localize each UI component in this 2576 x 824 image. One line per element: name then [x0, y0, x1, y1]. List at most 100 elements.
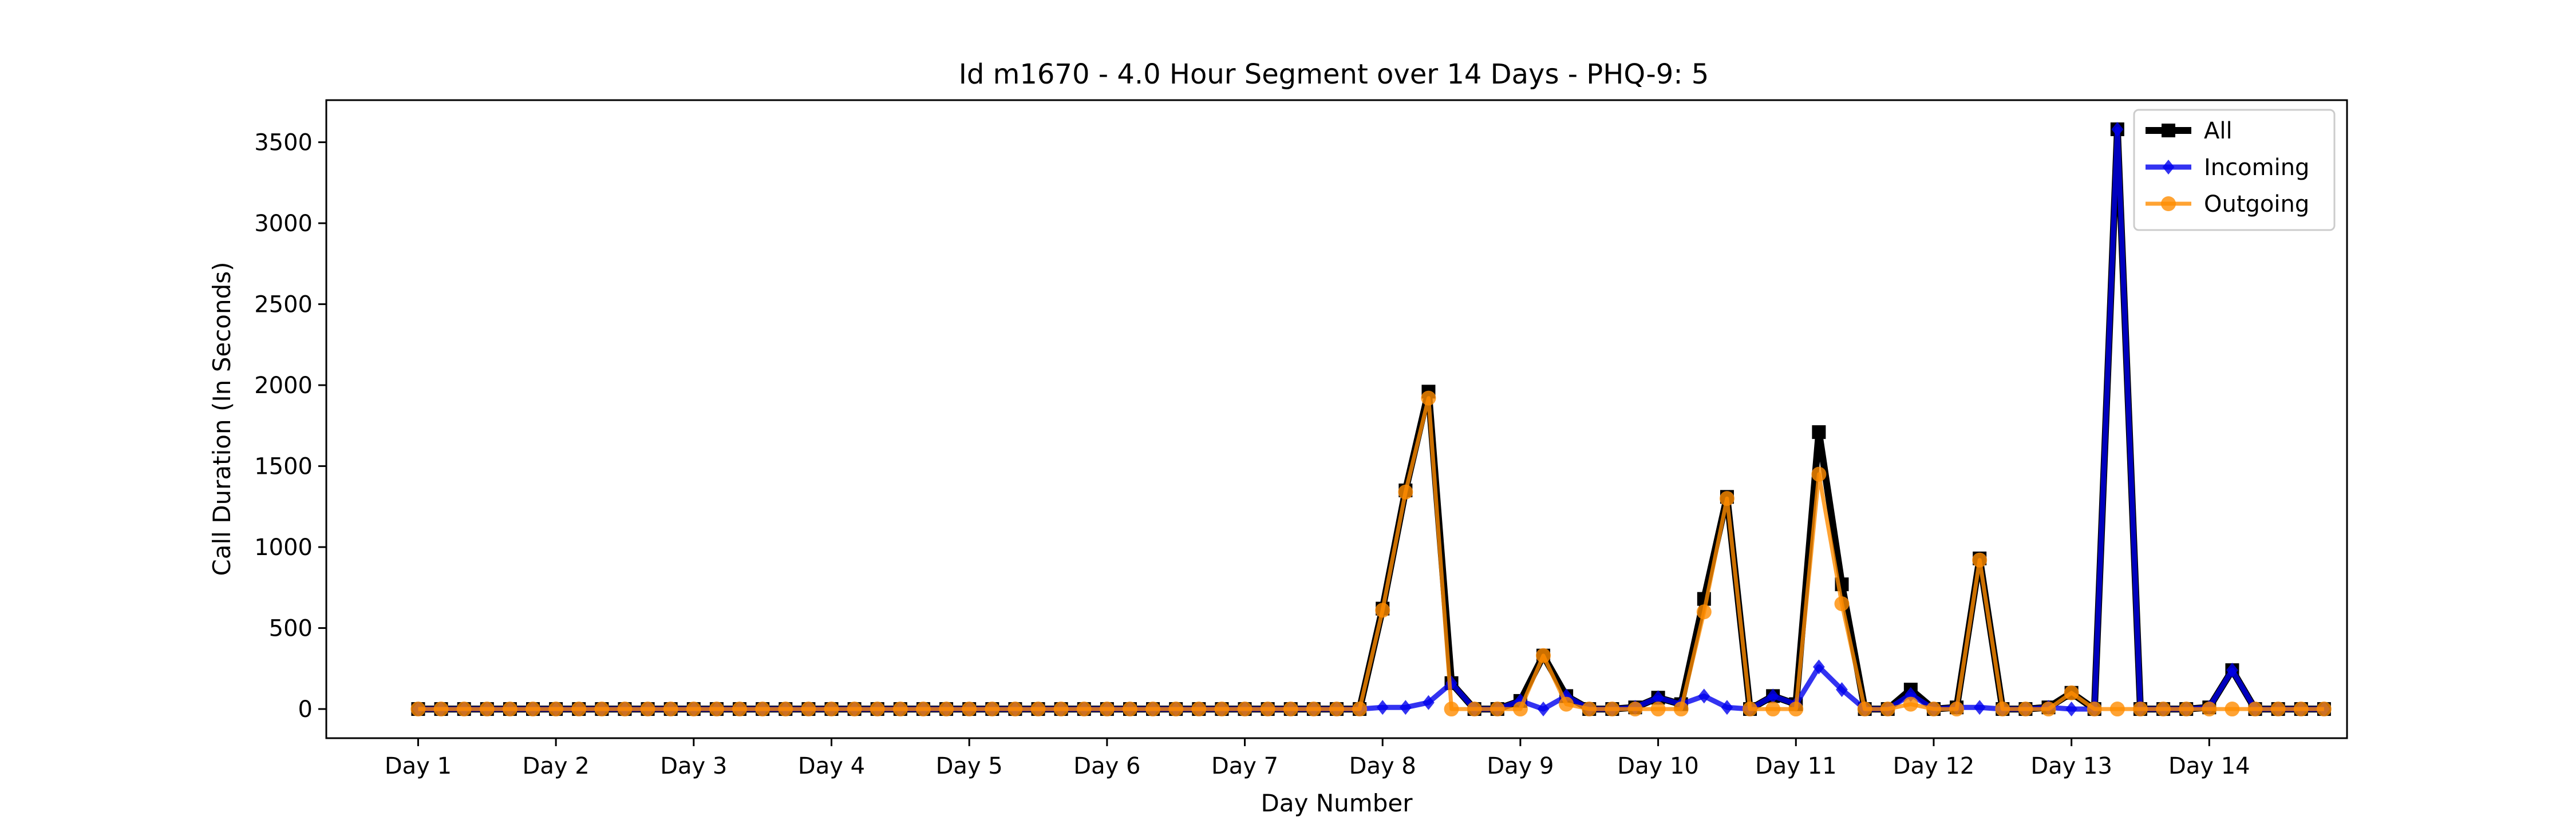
data-point-outgoing — [1719, 491, 1735, 506]
data-point-outgoing — [985, 702, 1000, 717]
data-point-outgoing — [1214, 702, 1230, 717]
data-point-incoming — [2065, 702, 2078, 717]
legend-label: All — [2204, 118, 2233, 144]
data-point-outgoing — [2109, 702, 2125, 717]
data-point-outgoing — [1352, 702, 1368, 717]
data-point-outgoing — [433, 702, 449, 717]
y-tick-label: 500 — [269, 616, 313, 642]
data-point-outgoing — [2316, 702, 2332, 717]
data-point-outgoing — [571, 702, 587, 717]
x-tick-label: Day 13 — [2030, 753, 2112, 779]
series-outgoing — [410, 390, 2332, 717]
data-point-outgoing — [801, 702, 816, 717]
data-point-outgoing — [1512, 702, 1528, 717]
data-point-incoming — [1537, 702, 1550, 717]
legend-entry-all: All — [2146, 118, 2233, 144]
data-point-outgoing — [847, 702, 862, 717]
legend-swatch-marker — [2161, 196, 2176, 211]
data-point-outgoing — [1765, 702, 1781, 717]
plot-frame — [325, 99, 2348, 739]
data-point-incoming — [1836, 682, 1848, 698]
data-point-outgoing — [755, 702, 771, 717]
x-tick-label: Day 4 — [798, 753, 865, 779]
data-point-incoming — [1652, 690, 1664, 706]
data-point-incoming — [1721, 700, 1733, 715]
data-point-outgoing — [1421, 390, 1436, 406]
legend-swatch-marker — [2162, 160, 2175, 175]
y-tick-label: 2500 — [254, 292, 313, 318]
x-tick-label: Day 1 — [385, 753, 452, 779]
y-tick-label: 3500 — [254, 130, 313, 156]
data-point-outgoing — [1627, 702, 1643, 717]
data-point-outgoing — [1030, 702, 1046, 717]
data-point-outgoing — [502, 702, 517, 717]
data-point-outgoing — [594, 702, 610, 717]
data-point-outgoing — [2041, 702, 2056, 717]
data-point-outgoing — [1329, 702, 1344, 717]
y-axis-label: Call Duration (In Seconds) — [208, 262, 236, 576]
data-point-outgoing — [526, 702, 541, 717]
data-point-outgoing — [2247, 702, 2263, 717]
chart-title: Id m1670 - 4.0 Hour Segment over 14 Days… — [959, 58, 1709, 90]
y-tick-label: 3000 — [254, 211, 313, 237]
data-point-outgoing — [1650, 702, 1666, 717]
x-tick-label: Day 9 — [1487, 753, 1554, 779]
legend-entry-incoming: Incoming — [2146, 154, 2309, 181]
x-tick-label: Day 10 — [1617, 753, 1699, 779]
data-point-outgoing — [778, 702, 793, 717]
data-point-outgoing — [686, 702, 701, 717]
data-point-outgoing — [1536, 648, 1551, 663]
x-tick-label: Day 2 — [523, 753, 590, 779]
legend-entry-outgoing: Outgoing — [2146, 191, 2309, 217]
x-tick-label: Day 7 — [1211, 753, 1278, 779]
data-point-outgoing — [1949, 702, 1965, 717]
data-point-all — [1812, 425, 1826, 439]
data-point-incoming — [1973, 700, 1986, 715]
data-point-outgoing — [1076, 702, 1092, 717]
data-point-outgoing — [939, 702, 954, 717]
legend-frame — [2133, 109, 2336, 231]
data-point-outgoing — [2132, 702, 2148, 717]
data-point-outgoing — [2018, 702, 2033, 717]
data-point-outgoing — [1903, 696, 1918, 712]
x-tick-label: Day 11 — [1755, 753, 1837, 779]
data-point-outgoing — [2293, 702, 2309, 717]
data-point-outgoing — [1283, 702, 1298, 717]
data-point-outgoing — [2156, 702, 2171, 717]
data-point-outgoing — [915, 702, 931, 717]
data-point-outgoing — [1260, 702, 1275, 717]
x-tick-label: Day 6 — [1073, 753, 1140, 779]
data-point-incoming — [1376, 700, 1389, 715]
data-point-outgoing — [732, 702, 748, 717]
legend-label: Incoming — [2204, 154, 2309, 181]
data-point-incoming — [1399, 700, 1412, 715]
data-point-outgoing — [2202, 702, 2217, 717]
data-point-outgoing — [1582, 702, 1597, 717]
data-point-outgoing — [870, 702, 885, 717]
data-point-outgoing — [1811, 466, 1827, 482]
data-point-outgoing — [1145, 702, 1161, 717]
data-point-outgoing — [1444, 702, 1459, 717]
data-point-outgoing — [1122, 702, 1137, 717]
data-point-outgoing — [1743, 702, 1758, 717]
x-tick-label: Day 5 — [936, 753, 1003, 779]
data-point-outgoing — [479, 702, 495, 717]
data-point-outgoing — [1696, 604, 1712, 620]
data-point-outgoing — [1972, 552, 1988, 568]
data-point-outgoing — [1857, 702, 1872, 717]
data-point-outgoing — [1168, 702, 1184, 717]
y-axis: 0 500 1000 1500 2000 2500 3000 3500 — [254, 130, 326, 723]
data-point-outgoing — [663, 702, 678, 717]
legend: All Incoming Outgoing — [2133, 109, 2336, 231]
data-point-outgoing — [1880, 702, 1895, 717]
x-axis-label: Day Number — [1261, 789, 1413, 817]
data-point-outgoing — [709, 702, 724, 717]
data-point-outgoing — [1995, 702, 2010, 717]
data-point-outgoing — [2225, 702, 2240, 717]
data-point-outgoing — [617, 702, 633, 717]
y-tick-label: 1500 — [254, 454, 313, 480]
data-point-incoming — [1767, 688, 1779, 704]
data-point-outgoing — [1053, 702, 1069, 717]
y-tick-label: 2000 — [254, 373, 313, 399]
